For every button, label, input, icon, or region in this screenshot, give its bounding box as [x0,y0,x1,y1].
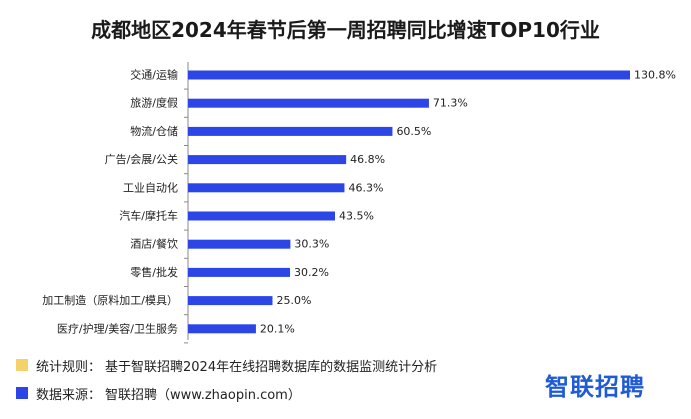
bar [188,98,429,108]
footer-rule: 统计规则： 基于智联招聘2024年在线招聘数据库的数据监测统计分析 [16,355,437,375]
category-label: 汽车/摩托车 [119,209,178,223]
category-label: 交通/运输 [130,68,178,82]
footer-source: 数据来源： 智联招聘（www.zhaopin.com） [16,383,301,403]
rule-text: 基于智联招聘2024年在线招聘数据库的数据监测统计分析 [105,359,438,375]
value-label: 130.8% [634,69,676,82]
chart-title: 成都地区2024年春节后第一周招聘同比增速TOP10行业 [91,18,600,42]
source-legend-square [16,387,28,399]
category-label: 酒店/餐饮 [130,237,178,251]
value-label: 25.0% [276,294,311,307]
value-label: 30.3% [294,238,329,251]
source-label: 数据来源： [36,387,102,403]
bar [188,155,347,165]
value-label: 43.5% [339,210,374,223]
category-label: 物流/仓储 [130,124,178,138]
value-label: 71.3% [433,97,468,110]
value-label: 60.5% [396,125,431,138]
bar [188,183,345,193]
bar [188,267,291,277]
rule-legend-square [16,359,28,371]
bar-chart: 交通/运输 130.8% 旅游/度假 71.3% 物流/仓储 60.5% 广告/会展/公关 4… [42,62,676,344]
bar [188,239,291,249]
value-label: 20.1% [260,322,295,335]
bar [188,70,630,80]
brand-logo: 智联招聘 [545,373,645,401]
value-label: 46.3% [348,181,383,194]
source-text: 智联招聘（www.zhaopin.com） [105,387,301,403]
category-label: 医疗/护理/美容/卫生服务 [57,321,178,335]
bars-layer: 交通/运输 130.8% 旅游/度假 71.3% 物流/仓储 60.5% 广告/会展/公关 4… [42,68,676,344]
category-label: 零售/批发 [130,265,178,279]
bar [188,126,393,136]
category-label: 工业自动化 [123,180,178,194]
category-label: 广告/会展/公关 [105,152,178,166]
category-label: 加工制造（原料加工/模具） [42,293,178,307]
rule-label: 统计规则： [36,359,102,375]
bar [188,211,335,221]
bar [188,296,273,306]
value-label: 30.2% [294,266,329,279]
category-label: 旅游/度假 [130,96,178,110]
bar [188,324,256,334]
value-label: 46.8% [350,153,385,166]
